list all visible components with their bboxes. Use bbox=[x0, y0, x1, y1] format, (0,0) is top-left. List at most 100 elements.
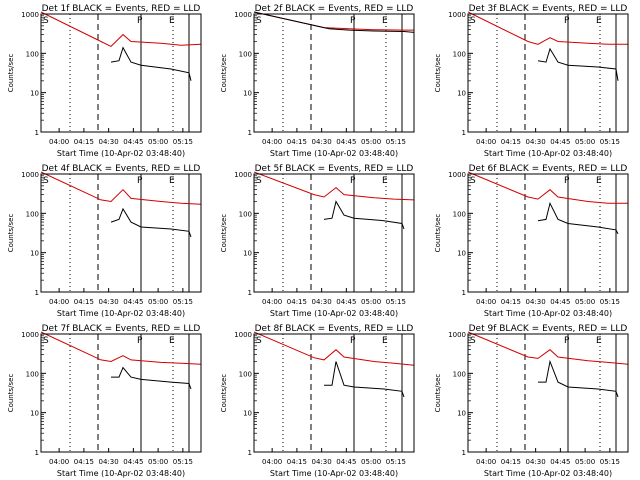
peak-marker-label: P bbox=[137, 336, 143, 346]
y-tick-label: 1 bbox=[462, 289, 466, 297]
peak-marker-label: P bbox=[350, 336, 356, 346]
y-axis-label: Counts/sec bbox=[7, 214, 15, 253]
y-tick-label: 1 bbox=[462, 129, 466, 137]
x-tick-label: 05:15 bbox=[386, 298, 406, 306]
y-tick-label: 1 bbox=[35, 129, 39, 137]
x-tick-label: 05:00 bbox=[575, 298, 595, 306]
plot-frame bbox=[253, 173, 415, 293]
x-tick-label: 05:15 bbox=[386, 138, 406, 146]
x-tick-label: 04:15 bbox=[287, 138, 307, 146]
x-axis-label: Start Time (10-Apr-02 03:48:40) bbox=[270, 149, 398, 158]
x-tick-label: 04:15 bbox=[501, 138, 521, 146]
y-tick-label: 1000 bbox=[234, 11, 252, 19]
x-tick-label: 04:15 bbox=[287, 458, 307, 466]
end-marker-label: E bbox=[596, 176, 602, 186]
panel-title: Det 6f BLACK = Events, RED = LLD bbox=[469, 164, 628, 174]
lld-series-line bbox=[467, 171, 628, 204]
x-tick-label: 05:15 bbox=[173, 138, 193, 146]
x-tick-label: 04:45 bbox=[550, 298, 570, 306]
plot-frame bbox=[467, 173, 629, 293]
y-tick-label: 100 bbox=[453, 370, 466, 378]
y-axis-label: Counts/sec bbox=[434, 54, 442, 93]
y-tick-label: 100 bbox=[239, 50, 252, 58]
x-tick-label: 05:00 bbox=[148, 298, 168, 306]
lld-series-line bbox=[40, 331, 202, 365]
start-marker-label: S bbox=[43, 16, 49, 26]
peak-marker-label: P bbox=[350, 16, 356, 26]
panel-title: Det 7f BLACK = Events, RED = LLD bbox=[42, 324, 201, 334]
plot-frame bbox=[40, 13, 202, 133]
y-tick-label: 1 bbox=[462, 449, 466, 457]
y-tick-label: 1000 bbox=[234, 331, 252, 339]
x-tick-label: 04:30 bbox=[526, 458, 546, 466]
y-tick-label: 1000 bbox=[21, 331, 39, 339]
x-tick-label: 05:00 bbox=[575, 138, 595, 146]
panel-title: Det 2f BLACK = Events, RED = LLD bbox=[255, 4, 414, 14]
y-tick-label: 10 bbox=[30, 410, 39, 418]
peak-marker-label: P bbox=[564, 16, 570, 26]
x-tick-label: 04:45 bbox=[336, 298, 356, 306]
x-tick-label: 04:15 bbox=[287, 298, 307, 306]
peak-marker-label: P bbox=[137, 176, 143, 186]
y-axis-label: Counts/sec bbox=[434, 374, 442, 413]
events-series-line bbox=[110, 207, 192, 238]
events-series-line bbox=[537, 201, 619, 235]
events-series-line bbox=[324, 361, 405, 398]
x-tick-label: 04:45 bbox=[550, 458, 570, 466]
lld-series-line bbox=[253, 171, 415, 201]
end-marker-label: E bbox=[382, 176, 388, 186]
y-tick-label: 10 bbox=[243, 90, 252, 98]
end-marker-label: E bbox=[169, 16, 175, 26]
plot-frame bbox=[40, 173, 202, 293]
y-tick-label: 1 bbox=[248, 129, 252, 137]
start-marker-label: S bbox=[256, 176, 262, 186]
panel-det-1f: Det 1f BLACK = Events, RED = LLD Counts/s… bbox=[7, 4, 202, 158]
y-tick-label: 10 bbox=[457, 90, 466, 98]
y-tick-label: 100 bbox=[239, 210, 252, 218]
x-axis-label: Start Time (10-Apr-02 03:48:40) bbox=[57, 309, 185, 318]
y-tick-label: 10 bbox=[243, 410, 252, 418]
x-tick-label: 04:15 bbox=[74, 458, 94, 466]
x-tick-label: 04:45 bbox=[123, 298, 143, 306]
x-tick-label: 04:00 bbox=[49, 138, 69, 146]
plot-frame bbox=[467, 13, 629, 133]
y-tick-label: 1000 bbox=[234, 171, 252, 179]
events-series-line bbox=[323, 200, 405, 230]
panel-det-3f: Det 3f BLACK = Events, RED = LLD Counts/s… bbox=[434, 4, 629, 158]
y-axis-label: Counts/sec bbox=[220, 374, 228, 413]
plot-frame bbox=[467, 333, 629, 453]
x-tick-label: 04:00 bbox=[476, 138, 496, 146]
events-series-line bbox=[538, 359, 619, 398]
x-axis-label: Start Time (10-Apr-02 03:48:40) bbox=[484, 309, 612, 318]
lld-series-line bbox=[40, 171, 202, 205]
x-tick-label: 04:00 bbox=[476, 298, 496, 306]
x-tick-label: 05:00 bbox=[361, 138, 381, 146]
x-tick-label: 04:00 bbox=[262, 298, 282, 306]
start-marker-label: S bbox=[256, 16, 262, 26]
x-axis-label: Start Time (10-Apr-02 03:48:40) bbox=[484, 469, 612, 478]
end-marker-label: E bbox=[382, 16, 388, 26]
panel-det-6f: Det 6f BLACK = Events, RED = LLD Counts/s… bbox=[434, 164, 629, 318]
x-tick-label: 05:00 bbox=[148, 138, 168, 146]
end-marker-label: E bbox=[596, 336, 602, 346]
x-tick-label: 05:00 bbox=[575, 458, 595, 466]
x-tick-label: 05:15 bbox=[600, 138, 620, 146]
y-tick-label: 100 bbox=[453, 50, 466, 58]
panel-det-9f: Det 9f BLACK = Events, RED = LLD Counts/s… bbox=[434, 324, 629, 478]
x-tick-label: 04:00 bbox=[262, 458, 282, 466]
end-marker-label: E bbox=[169, 176, 175, 186]
x-tick-label: 04:00 bbox=[49, 458, 69, 466]
panel-title: Det 3f BLACK = Events, RED = LLD bbox=[469, 4, 628, 14]
y-tick-label: 1000 bbox=[448, 11, 466, 19]
x-axis-label: Start Time (10-Apr-02 03:48:40) bbox=[270, 309, 398, 318]
x-tick-label: 04:30 bbox=[312, 138, 332, 146]
y-tick-label: 10 bbox=[30, 250, 39, 258]
x-tick-label: 05:00 bbox=[361, 298, 381, 306]
events-series-line bbox=[537, 47, 619, 81]
start-marker-label: S bbox=[43, 336, 49, 346]
start-marker-label: S bbox=[470, 16, 476, 26]
y-tick-label: 1 bbox=[35, 289, 39, 297]
y-tick-label: 100 bbox=[453, 210, 466, 218]
y-tick-label: 100 bbox=[26, 210, 39, 218]
